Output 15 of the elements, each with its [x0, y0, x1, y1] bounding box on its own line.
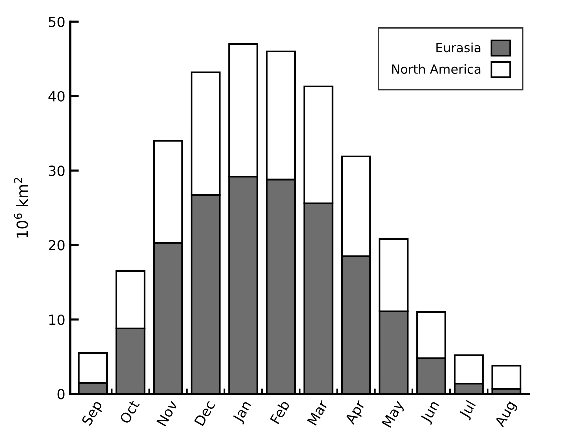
- legend-label: North America: [392, 64, 481, 74]
- bar: [492, 365, 522, 390]
- y-axis-title: 10$^{6}$ km$^{2}$: [14, 178, 28, 238]
- x-tick-label: Oct: [119, 399, 140, 425]
- x-tick-label: Feb: [270, 400, 290, 425]
- y-tick-label: 0: [58, 389, 65, 400]
- x-tick-label: Jan: [232, 400, 254, 425]
- x-tick-label: Jun: [420, 400, 442, 426]
- y-tick-label: 10: [50, 314, 65, 326]
- x-tick-label: Jul: [458, 400, 478, 421]
- y-tick-label: 30: [49, 166, 65, 176]
- y-tick-label: 50: [49, 16, 65, 28]
- y-tick-label: 40: [48, 91, 65, 102]
- legend-label: Eurasia: [436, 42, 481, 53]
- y-tick-label: 20: [49, 240, 65, 251]
